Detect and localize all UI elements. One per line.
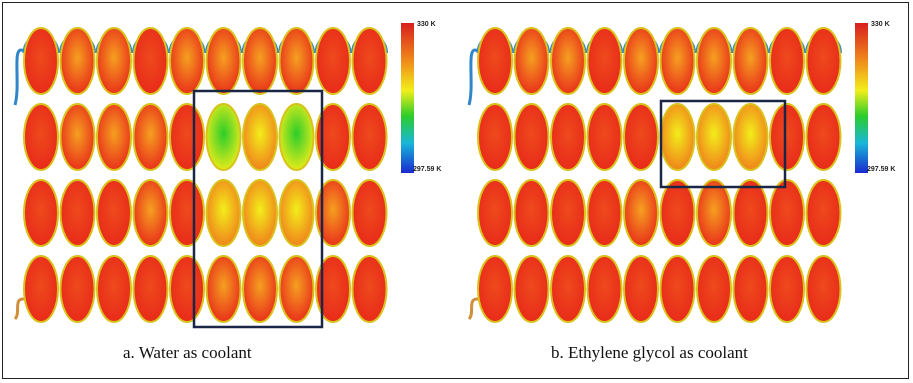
coolant-tube (351, 27, 388, 95)
coolant-tube (315, 27, 351, 95)
coolant-tube (23, 27, 59, 95)
coolant-tube (769, 255, 805, 323)
coolant-tube (586, 255, 623, 323)
coolant-tube (732, 255, 769, 323)
coolant-tube (513, 179, 550, 247)
coolant-tube (169, 179, 205, 247)
coolant-tube (732, 103, 769, 171)
coolant-tube (805, 179, 842, 247)
coolant-tube (550, 27, 586, 95)
coolant-tube (769, 103, 805, 171)
coolant-tube (696, 103, 732, 171)
coolant-tube (513, 27, 550, 95)
coolant-tube (278, 255, 315, 323)
water-thermal-contour (13, 23, 414, 329)
coolant-tube (169, 27, 205, 95)
coolant-tube (169, 255, 205, 323)
outlet-pipe (467, 297, 479, 321)
coolant-tube (477, 255, 513, 323)
coolant-tube (696, 255, 732, 323)
coolant-tube (732, 27, 769, 95)
coolant-tube (769, 27, 805, 95)
coolant-tube (513, 255, 550, 323)
color-scale-bar (401, 23, 414, 173)
coolant-tube (242, 255, 278, 323)
scale-min-label: 297.59 K (413, 166, 442, 173)
coolant-tube (278, 103, 315, 171)
coolant-tube (477, 103, 513, 171)
coolant-tube (205, 27, 242, 95)
coolant-tube (351, 179, 388, 247)
color-scale-bar (855, 23, 868, 173)
coolant-tube (805, 27, 842, 95)
coolant-tube (132, 103, 169, 171)
coolant-tube (242, 179, 278, 247)
coolant-tube (278, 179, 315, 247)
coolant-tube (623, 103, 659, 171)
coolant-tube (550, 179, 586, 247)
coolant-tube (59, 255, 96, 323)
coolant-tube (205, 255, 242, 323)
coolant-tube (242, 103, 278, 171)
coolant-tube (23, 179, 59, 247)
inlet-pipe (13, 48, 25, 106)
caption-ethylene-glycol: b. Ethylene glycol as coolant (551, 343, 748, 362)
coolant-tube (59, 103, 96, 171)
coolant-tube (96, 27, 132, 95)
coolant-tube (315, 255, 351, 323)
coolant-tube (805, 103, 842, 171)
coolant-tube (242, 27, 278, 95)
coolant-tube (550, 103, 586, 171)
coolant-tube (205, 103, 242, 171)
inlet-pipe (467, 48, 479, 106)
coolant-tube (59, 179, 96, 247)
highlight-box (659, 99, 787, 189)
caption-water: a. Water as coolant (123, 343, 252, 362)
coolant-tube (586, 27, 623, 95)
coolant-tube (477, 27, 513, 95)
coolant-tube (23, 255, 59, 323)
coolant-tube (659, 179, 696, 247)
coolant-tube (659, 103, 696, 171)
coolant-tube (696, 27, 732, 95)
coolant-tube (205, 179, 242, 247)
panel-water: 330 K 297.59 K (9, 13, 441, 333)
figure-frame: 330 K 297.59 K a. Water as coolant 330 K… (2, 2, 909, 379)
coolant-tube (96, 179, 132, 247)
coolant-tube (96, 255, 132, 323)
coolant-tube (732, 179, 769, 247)
coolant-tube (315, 179, 351, 247)
coolant-tube (169, 103, 205, 171)
scale-max-label: 330 K (871, 21, 890, 28)
coolant-tube (623, 27, 659, 95)
coolant-tube (132, 255, 169, 323)
panel-ethylene-glycol: 330 K 297.59 K (463, 13, 895, 333)
coolant-tube (96, 103, 132, 171)
coolant-tube (132, 179, 169, 247)
coolant-tube (513, 103, 550, 171)
coolant-tube (550, 255, 586, 323)
scale-min-label: 297.59 K (867, 166, 896, 173)
highlight-box (192, 89, 324, 329)
coolant-tube (132, 27, 169, 95)
coolant-tube (278, 27, 315, 95)
coolant-tube (659, 255, 696, 323)
coolant-tube (769, 179, 805, 247)
ethylene-glycol-thermal-contour (467, 23, 868, 323)
coolant-tube (351, 255, 388, 323)
coolant-tube (696, 179, 732, 247)
coolant-tube (23, 103, 59, 171)
coolant-tube (59, 27, 96, 95)
outlet-pipe (13, 297, 25, 321)
coolant-tube (805, 255, 842, 323)
scale-max-label: 330 K (417, 21, 436, 28)
coolant-tube (586, 179, 623, 247)
coolant-tube (586, 103, 623, 171)
coolant-tube (315, 103, 351, 171)
coolant-tube (477, 179, 513, 247)
coolant-tube (351, 103, 388, 171)
coolant-tube (623, 255, 659, 323)
coolant-tube (623, 179, 659, 247)
coolant-tube (659, 27, 696, 95)
